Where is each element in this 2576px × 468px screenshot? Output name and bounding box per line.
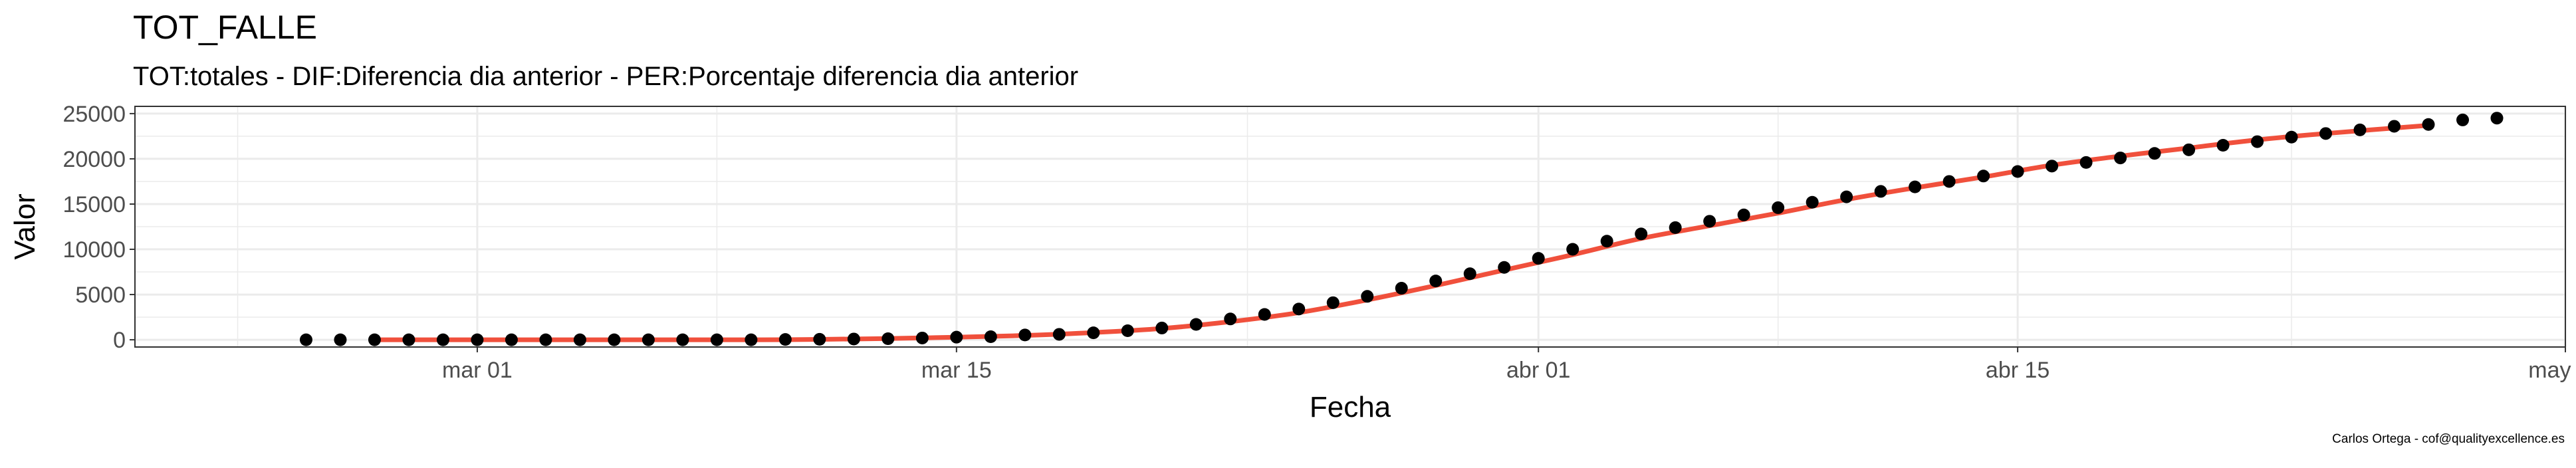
data-point: [1840, 190, 1853, 203]
data-point: [2422, 118, 2435, 131]
data-point: [1669, 221, 1682, 234]
y-tick-label: 25000: [62, 102, 126, 127]
data-point: [984, 330, 997, 343]
data-point: [1087, 326, 1100, 340]
data-point: [1429, 275, 1443, 288]
data-point: [2490, 112, 2504, 125]
y-tick-label: 20000: [62, 147, 126, 172]
y-tick-label: 0: [113, 328, 126, 353]
data-point: [1977, 170, 1990, 183]
data-point: [1532, 252, 1545, 265]
data-point: [1292, 302, 1306, 316]
data-point: [334, 333, 347, 346]
data-point: [915, 331, 929, 344]
data-point: [1258, 308, 1271, 321]
data-point: [471, 333, 484, 346]
data-point: [1224, 312, 1237, 326]
data-point: [1155, 321, 1169, 334]
y-axis-label: Valor: [9, 193, 41, 259]
data-point: [2011, 165, 2024, 178]
x-tick-label: mar 01: [442, 358, 513, 383]
data-point: [1942, 175, 1956, 188]
data-point: [299, 333, 312, 346]
data-point: [368, 333, 381, 346]
data-point: [1909, 180, 1922, 193]
data-point: [2114, 152, 2127, 165]
data-point: [676, 333, 689, 346]
data-point: [2046, 160, 2059, 173]
data-point: [813, 332, 826, 346]
data-point: [2182, 143, 2196, 156]
x-tick-label: may 01: [2528, 358, 2576, 383]
data-point: [1189, 318, 1203, 331]
x-tick-label: abr 01: [1506, 358, 1570, 383]
data-point: [1737, 208, 1750, 221]
data-point: [710, 333, 723, 346]
data-point: [2216, 139, 2230, 152]
data-point: [2079, 156, 2093, 169]
data-point: [2353, 123, 2367, 136]
data-point: [2456, 113, 2470, 126]
data-point: [2319, 127, 2333, 140]
data-point: [1874, 185, 1887, 198]
chart-title: TOT_FALLE: [133, 9, 317, 46]
data-point: [881, 332, 895, 345]
data-point: [608, 333, 621, 346]
points-layer: [299, 112, 2504, 346]
x-tick-label: mar 15: [921, 358, 992, 383]
data-point: [745, 333, 758, 346]
data-point: [1635, 227, 1648, 241]
x-axis-ticks: mar 01 mar 15 abr 01 abr 15 may 01: [442, 347, 2576, 383]
data-point: [2388, 120, 2401, 133]
y-axis-ticks: 0 5000 10000 15000 20000 25000: [62, 102, 135, 353]
data-point: [436, 333, 449, 346]
data-point: [1052, 328, 1066, 341]
y-tick-label: 15000: [62, 192, 126, 217]
data-point: [1806, 195, 1819, 209]
data-point: [847, 332, 860, 346]
data-point: [1772, 201, 1785, 214]
data-point: [1600, 235, 1613, 248]
data-point: [402, 333, 415, 346]
data-point: [1121, 324, 1134, 338]
data-point: [1018, 328, 1032, 342]
y-tick-label: 10000: [62, 237, 126, 263]
panel-border: [134, 106, 2566, 348]
data-point: [2285, 130, 2298, 144]
x-tick-label: abr 15: [1986, 358, 2049, 383]
data-point: [642, 333, 655, 346]
data-point: [1361, 290, 1374, 303]
y-tick-label: 5000: [75, 283, 126, 308]
data-point: [573, 333, 586, 346]
chart-subtitle: TOT:totales - DIF:Diferencia dia anterio…: [133, 62, 1078, 91]
data-point: [2148, 147, 2161, 160]
data-point: [1703, 215, 1716, 228]
data-point: [778, 333, 792, 346]
data-point: [1395, 282, 1408, 295]
data-point: [1498, 261, 1511, 274]
data-point: [2251, 135, 2264, 148]
data-point: [1326, 296, 1340, 309]
data-point: [950, 330, 963, 344]
data-point: [539, 333, 552, 346]
data-point: [1463, 267, 1476, 281]
data-point: [505, 333, 518, 346]
chart-caption: Carlos Ortega - cof@qualityexcellence.es: [2332, 432, 2565, 446]
grid-minor: [135, 106, 2565, 347]
x-axis-label: Fecha: [1310, 391, 1391, 423]
data-point: [1566, 243, 1580, 256]
